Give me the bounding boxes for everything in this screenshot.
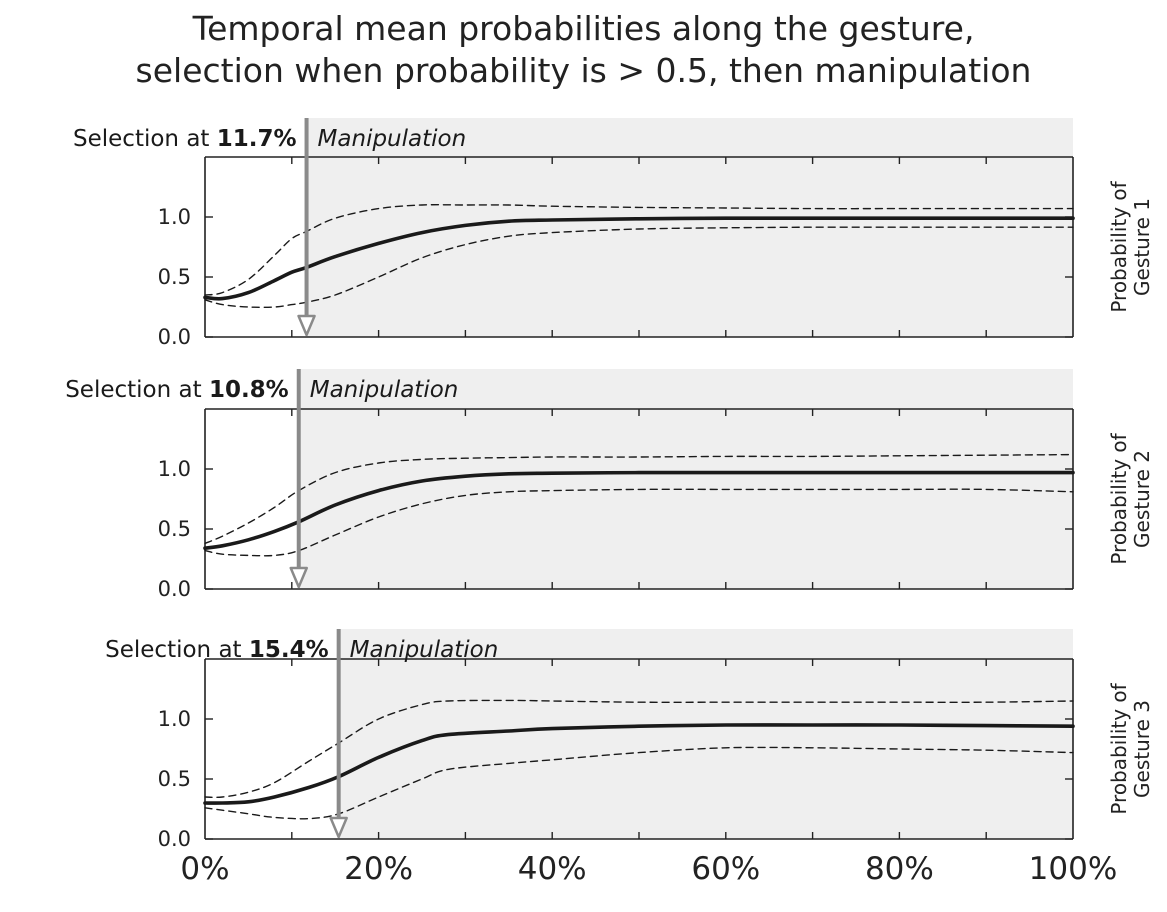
selection-label-prefix: Selection at <box>73 126 217 152</box>
chart-title: Temporal mean probabilities along the ge… <box>0 8 1167 92</box>
manipulation-label: Manipulation <box>310 377 459 403</box>
y-tick-label: 0.5 <box>158 265 191 289</box>
manipulation-label: Manipulation <box>350 637 499 663</box>
selection-arrowhead <box>289 566 308 589</box>
y-tick-label: 0.0 <box>158 325 191 349</box>
mean-probability-line <box>203 723 1075 805</box>
chart-title-line-1: Temporal mean probabilities along the ge… <box>192 9 975 48</box>
upper-bound-line <box>204 699 1074 799</box>
selection-label-prefix: Selection at <box>65 377 209 403</box>
upper-bound-line <box>204 204 1074 296</box>
selection-value: 11.7% <box>217 126 297 152</box>
y-axis-label: Probability ofGesture 2 <box>1107 432 1154 564</box>
y-tick-label: 1.0 <box>158 457 191 481</box>
selection-label: Selection at 15.4% <box>105 637 329 663</box>
selection-arrowhead <box>297 314 316 337</box>
selection-value: 10.8% <box>209 377 289 403</box>
lower-bound-line <box>204 746 1074 820</box>
y-tick-label: 0.5 <box>158 517 191 541</box>
panel-gesture-2: 0.0 0.5 1.0 Selection at 10.8% Manipulation P… <box>65 369 1154 601</box>
y-axis-label-line-2: Gesture 2 <box>1130 450 1154 548</box>
selection-label-prefix: Selection at <box>105 637 249 663</box>
x-tick-label: 100% <box>1029 851 1118 887</box>
mean-probability-line <box>203 470 1075 550</box>
panel-gesture-1: 0.0 0.5 1.0 Selection at 11.7% Manipulation P… <box>73 118 1154 349</box>
lower-bound-line <box>204 226 1074 308</box>
y-axis-label: Probability ofGesture 3 <box>1107 682 1154 814</box>
mean-probability-line <box>203 216 1075 301</box>
y-tick-label: 1.0 <box>158 707 191 731</box>
selection-arrowhead <box>329 816 348 839</box>
selection-label: Selection at 10.8% <box>65 377 289 403</box>
x-tick-label: 80% <box>865 851 934 887</box>
y-axis-label-line-1: Probability of <box>1107 180 1131 312</box>
y-axis-label: Probability ofGesture 1 <box>1107 180 1154 312</box>
manipulation-label: Manipulation <box>318 126 467 152</box>
x-tick-label: 0% <box>180 851 229 887</box>
panel-gesture-3: 0.0 0.5 1.0 Selection at 15.4% Manipulation P… <box>105 629 1154 887</box>
chart-title-line-2: selection when probability is > 0.5, the… <box>135 51 1032 90</box>
y-tick-label: 0.0 <box>158 577 191 601</box>
y-tick-label: 0.0 <box>158 827 191 851</box>
x-tick-label: 40% <box>518 851 587 887</box>
y-axis-label-line-2: Gesture 3 <box>1130 700 1154 798</box>
selection-label: Selection at 11.7% <box>73 126 297 152</box>
y-axis-label-line-2: Gesture 1 <box>1130 198 1154 296</box>
y-tick-label: 1.0 <box>158 205 191 229</box>
upper-bound-line <box>204 453 1074 545</box>
lower-bound-line <box>204 488 1074 557</box>
y-axis-label-line-1: Probability of <box>1107 432 1131 564</box>
selection-value: 15.4% <box>249 637 329 663</box>
x-tick-label: 20% <box>344 851 413 887</box>
y-axis-label-line-1: Probability of <box>1107 682 1131 814</box>
x-tick-label: 60% <box>691 851 760 887</box>
y-tick-label: 0.5 <box>158 767 191 791</box>
